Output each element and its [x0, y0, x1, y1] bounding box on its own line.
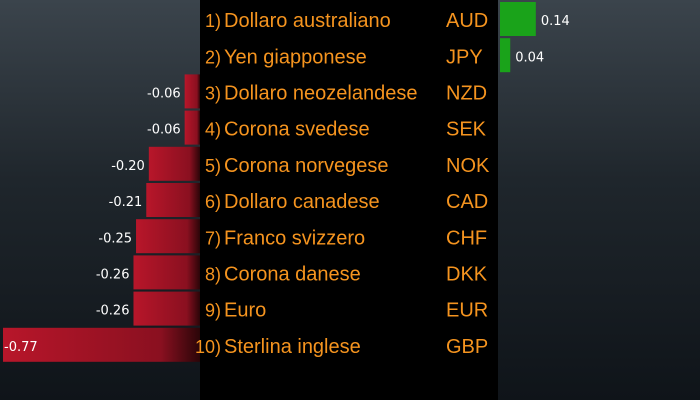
bar-aud [500, 2, 536, 36]
rank-label: 3) [205, 84, 221, 104]
rank-label: 5) [205, 156, 221, 176]
category-label: Corona danese [224, 264, 361, 286]
category-label: Dollaro australiano [224, 10, 391, 32]
rank-label: 4) [205, 120, 221, 140]
currency-code-label: NZD [446, 83, 487, 105]
value-label: -0.06 [147, 123, 181, 138]
value-label: -0.25 [98, 231, 132, 246]
category-label: Dollaro canadese [224, 191, 380, 213]
currency-code-label: DKK [446, 264, 488, 286]
bar-chf [136, 219, 200, 254]
rank-label: 8) [205, 265, 221, 285]
rank-label: 6) [205, 192, 221, 212]
rank-label: 10) [195, 337, 221, 357]
bar-sek [184, 110, 200, 145]
bar-cad [146, 183, 200, 217]
currency-code-label: EUR [446, 300, 488, 322]
category-label: Corona svedese [224, 119, 370, 141]
value-label: -0.26 [96, 304, 130, 319]
category-label: Dollaro neozelandese [224, 83, 417, 105]
positive-panel [498, 0, 700, 400]
currency-code-label: GBP [446, 336, 488, 358]
rank-label: 2) [205, 47, 221, 67]
currency-code-label: CHF [446, 227, 487, 249]
currency-code-label: NOK [446, 155, 490, 177]
bar-eur [133, 291, 200, 326]
label-panel [200, 0, 498, 400]
category-label: Yen giapponese [224, 46, 367, 68]
bar-nzd [184, 74, 200, 109]
value-label: -0.21 [109, 195, 143, 210]
bar-gbp [3, 327, 200, 362]
value-label: 0.14 [541, 14, 570, 29]
value-label: 0.04 [515, 50, 544, 65]
bar-nok [148, 146, 200, 181]
category-label: Euro [224, 300, 266, 322]
currency-code-label: SEK [446, 119, 487, 141]
category-label: Franco svizzero [224, 227, 365, 249]
bar-jpy [500, 38, 511, 73]
category-label: Sterlina inglese [224, 336, 361, 358]
currency-code-label: JPY [446, 46, 483, 68]
currency-code-label: CAD [446, 191, 488, 213]
rank-label: 7) [205, 228, 221, 248]
value-label: -0.77 [4, 340, 38, 355]
value-label: -0.26 [96, 268, 130, 283]
currency-code-label: AUD [446, 10, 488, 32]
bar-dkk [133, 255, 200, 290]
rank-label: 9) [205, 301, 221, 321]
rank-label: 1) [205, 11, 221, 31]
value-label: -0.06 [147, 87, 181, 102]
value-label: -0.20 [111, 159, 145, 174]
category-label: Corona norvegese [224, 155, 389, 177]
